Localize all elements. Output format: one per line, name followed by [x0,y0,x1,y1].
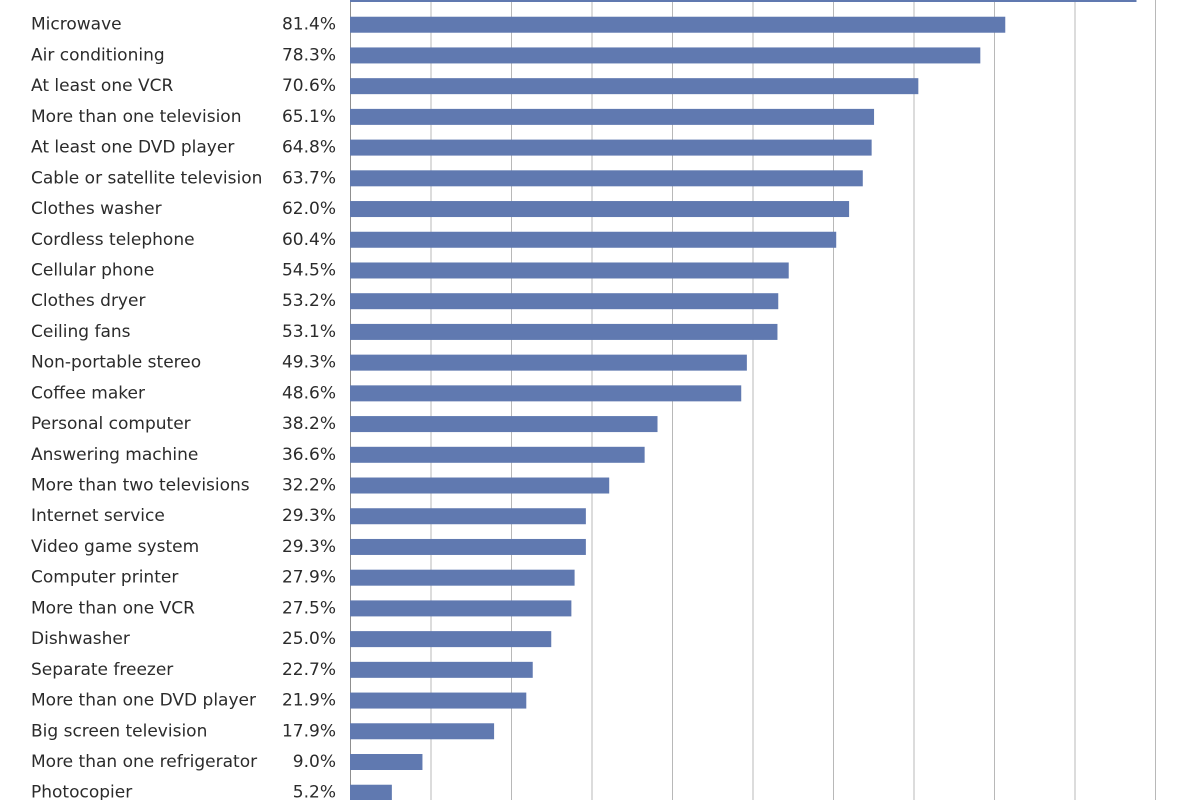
category-label: Answering machine [31,445,198,465]
category-label: More than one refrigerator [31,752,257,772]
bars [350,0,1137,800]
value-label: 22.7% [282,660,336,680]
category-label: More than one VCR [31,598,195,618]
bar [350,47,981,64]
category-labels: Stove and oven Microwave Air conditioning A… [31,0,262,800]
bar [350,201,850,218]
category-label: Internet service [31,506,165,526]
value-label: 60.4% [282,230,336,250]
bar [350,569,575,586]
bar [350,631,552,648]
category-label: Microwave [31,15,122,35]
category-label: Air conditioning [31,45,165,65]
value-label: 53.1% [282,322,336,342]
bar [350,262,789,279]
category-label: Big screen television [31,721,207,741]
bar [350,538,586,555]
value-label: 70.6% [282,76,336,96]
bar [350,16,1006,33]
value-label: 49.3% [282,353,336,373]
bar [350,661,533,678]
category-label: Ceiling fans [31,322,131,342]
category-label: More than one DVD player [31,691,256,711]
bar [350,139,872,156]
value-label: 27.9% [282,568,336,588]
value-label: 65.1% [282,107,336,127]
bar [350,446,645,463]
value-label: 9.0% [293,752,336,772]
bar [350,108,875,125]
value-label: 32.2% [282,476,336,496]
category-label: Cordless telephone [31,230,195,250]
category-label: Photocopier [31,783,132,800]
bar [350,723,495,740]
value-label: 64.8% [282,138,336,158]
value-label: 17.9% [282,721,336,741]
value-label: 29.3% [282,537,336,557]
category-label: At least one DVD player [31,138,234,158]
category-label: More than one television [31,107,241,127]
category-label: Non-portable stereo [31,353,201,373]
bar [350,692,527,709]
bar [350,78,919,95]
bar [350,354,747,371]
bar [350,323,778,340]
category-label: More than two televisions [31,476,250,496]
bar [350,477,610,494]
category-label: Clothes dryer [31,291,145,311]
bar [350,231,837,248]
value-label: 25.0% [282,629,336,649]
category-label: Cable or satellite television [31,168,262,188]
bar [350,385,742,402]
value-label: 48.6% [282,383,336,403]
value-label: 5.2% [293,783,336,800]
value-label: 38.2% [282,414,336,434]
category-label: At least one VCR [31,76,173,96]
category-label: Dishwasher [31,629,130,649]
category-label: Cellular phone [31,260,154,280]
value-label: 27.5% [282,598,336,618]
bar [350,416,658,433]
category-label: Computer printer [31,568,178,588]
bar [350,784,392,800]
value-label: 54.5% [282,260,336,280]
category-label: Stove and oven [31,0,164,4]
category-label: Personal computer [31,414,191,434]
category-label: Clothes washer [31,199,162,219]
value-label: 97.7% [282,0,336,4]
value-labels: 97.7% 81.4% 78.3% 70.6% 65.1% 64.8% 63.7% 62.0%… [282,0,336,800]
value-label: 78.3% [282,45,336,65]
category-label: Coffee maker [31,383,145,403]
bar [350,0,1137,2]
value-label: 62.0% [282,199,336,219]
category-label: Video game system [31,537,199,557]
value-label: 21.9% [282,691,336,711]
bar [350,293,779,310]
category-label: Separate freezer [31,660,173,680]
value-label: 53.2% [282,291,336,311]
bar [350,600,572,617]
value-label: 36.6% [282,445,336,465]
bar [350,508,586,525]
value-label: 63.7% [282,168,336,188]
bar [350,170,863,187]
value-label: 29.3% [282,506,336,526]
value-label: 81.4% [282,15,336,35]
bar [350,754,423,770]
